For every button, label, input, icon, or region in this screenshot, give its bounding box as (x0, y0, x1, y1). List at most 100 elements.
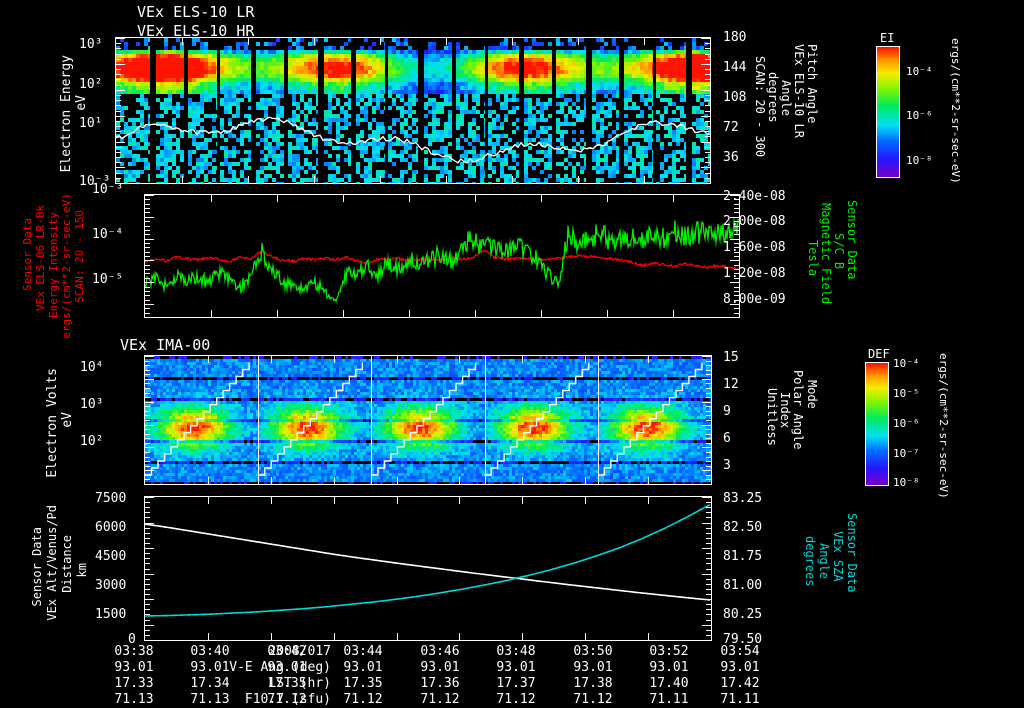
axis-tick (145, 497, 154, 498)
axis-tick (145, 443, 150, 444)
axis-tick (145, 230, 150, 231)
axis-tick (145, 523, 154, 524)
axis-tick (145, 517, 150, 518)
axis-tick (701, 90, 710, 91)
axis-tick (145, 374, 150, 375)
axis-tick (116, 54, 121, 55)
axis-tick (145, 393, 150, 394)
axis-tick (145, 569, 150, 570)
axis-tick (706, 620, 711, 621)
panel2-y2-label-tesla: Tesla (806, 240, 820, 277)
axis-tick (706, 452, 711, 453)
axis-tick (116, 90, 125, 91)
panel1-y2-label-pitch-angle: Pitch Angle (805, 44, 819, 124)
axis-tick (116, 64, 125, 65)
axis-tick (145, 221, 150, 222)
panel2-ytick-2: 10⁻⁵ (92, 272, 124, 287)
axis-tick (706, 443, 711, 444)
axis-tick (734, 269, 739, 270)
axis-tick (702, 356, 711, 357)
colorbar-ei-gradient (877, 47, 899, 177)
axis-tick (116, 183, 121, 184)
axis-tick (145, 512, 150, 513)
colorbar-ei-tick-1: 10⁻⁶ (906, 109, 933, 122)
axis-tick (145, 282, 154, 283)
axis-tick (706, 543, 711, 544)
panel3-y2-label-index: Index (778, 392, 792, 429)
colorbar-def-gradient (866, 363, 888, 485)
axis-tick (706, 420, 711, 421)
axis-tick (701, 116, 710, 117)
axis-tick (145, 589, 150, 590)
axis-tick (145, 308, 150, 309)
axis-tick (145, 548, 154, 549)
axis-tick (705, 54, 710, 55)
table-cell: 93.01 (573, 660, 613, 675)
table-cell: 71.11 (649, 692, 689, 707)
axis-tick (116, 38, 125, 39)
axis-tick (705, 131, 710, 132)
axis-tick (145, 538, 150, 539)
table-cell: 93.01 (267, 660, 307, 675)
axis-tick (145, 625, 154, 626)
panel2-ytick-0: 10⁻³ (92, 182, 124, 197)
axis-tick (145, 447, 154, 448)
axis-tick (734, 313, 739, 314)
axis-tick (705, 157, 710, 158)
panel1-y2tick-1: 144 (723, 60, 747, 75)
axis-tick (706, 614, 711, 615)
axis-tick (145, 256, 150, 257)
axis-tick (730, 239, 739, 240)
energy-magfield-canvas (145, 195, 739, 317)
axis-tick (706, 604, 711, 605)
axis-tick (145, 574, 154, 575)
axis-tick (701, 38, 710, 39)
table-cell: 03:48 (496, 644, 536, 659)
axis-tick (116, 173, 121, 174)
axis-tick (116, 111, 121, 112)
axis-tick (145, 604, 150, 605)
panel4-frame (144, 496, 712, 641)
axis-tick (734, 226, 739, 227)
panel2-y2-label-sc-b: S/C B (832, 233, 846, 270)
axis-tick (145, 635, 150, 636)
axis-tick (145, 475, 150, 476)
table-cell: 17.35 (267, 676, 307, 691)
table-cell: 17.34 (190, 676, 230, 691)
axis-tick (116, 69, 121, 70)
table-cell: 17.38 (573, 676, 613, 691)
axis-tick (734, 308, 739, 309)
axis-tick (701, 142, 710, 143)
colorbar-def-tick-2: 10⁻⁶ (893, 417, 920, 430)
panel3-y2tick-4: 3 (723, 458, 731, 473)
table-cell: 71.13 (190, 692, 230, 707)
axis-tick (145, 217, 154, 218)
table-cell: 71.12 (496, 692, 536, 707)
axis-tick (145, 640, 150, 641)
axis-tick (145, 415, 150, 416)
axis-tick (734, 208, 739, 209)
axis-tick (734, 234, 739, 235)
axis-tick (145, 425, 154, 426)
table-cell: 93.01 (343, 660, 383, 675)
panel4-ytick-0: 7500 (95, 491, 127, 506)
axis-tick (116, 79, 121, 80)
panel4-label-sensor-data: Sensor Data (30, 527, 44, 607)
axis-tick (706, 393, 711, 394)
axis-tick (116, 59, 121, 60)
axis-tick (705, 79, 710, 80)
axis-tick (701, 167, 710, 168)
axis-tick (145, 461, 150, 462)
axis-tick (702, 599, 711, 600)
panel4-label-km: km (75, 563, 89, 578)
axis-tick (705, 121, 710, 122)
axis-tick (730, 260, 739, 261)
axis-tick (706, 528, 711, 529)
axis-tick (145, 507, 150, 508)
axis-tick (734, 300, 739, 301)
axis-tick (116, 157, 121, 158)
panel3-frame (144, 355, 712, 485)
panel4-y2tick-3: 81.00 (723, 578, 763, 593)
axis-tick (145, 388, 150, 389)
axis-tick (145, 204, 150, 205)
